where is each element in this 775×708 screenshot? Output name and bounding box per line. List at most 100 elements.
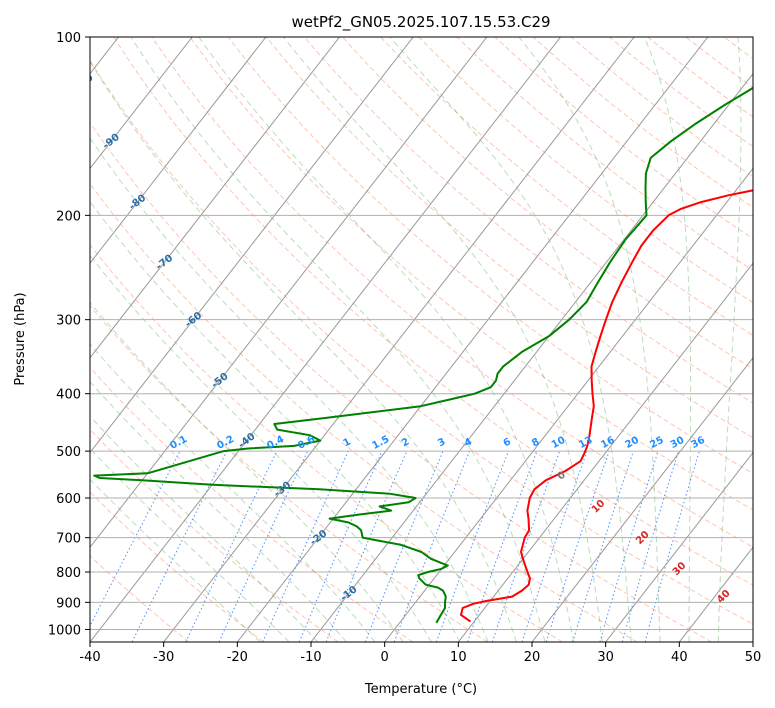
dry-adiabat: [227, 37, 753, 474]
dewpoint-line: [93, 86, 753, 624]
mixing-ratio-label: 6: [502, 436, 513, 449]
y-tick-label: 100: [56, 31, 81, 46]
moist-adiabat: [90, 478, 261, 642]
isotherm: [310, 72, 753, 642]
dry-adiabat: [303, 37, 753, 404]
dry-adiabat: [90, 121, 712, 642]
isotherm: [236, 37, 709, 642]
moist-adiabat: [644, 37, 692, 642]
x-tick-label: -10: [300, 650, 321, 665]
moist-adiabat: [283, 37, 603, 642]
mixing-ratio-line: [545, 450, 610, 642]
y-tick-label: 200: [56, 209, 81, 224]
x-tick-label: 40: [671, 650, 688, 665]
x-tick-label: 10: [450, 650, 467, 665]
x-tick-label: -30: [153, 650, 174, 665]
y-tick-label: 800: [56, 566, 81, 581]
moist-adiabat: [130, 37, 546, 642]
dry-adiabat: [265, 37, 753, 439]
mixing-ratio-label: 3: [436, 436, 447, 449]
mixing-ratio-label: 10: [550, 435, 567, 451]
dry-adiabat: [90, 305, 488, 642]
dry-adiabat: [90, 244, 563, 642]
moist-adiabat: [198, 37, 575, 642]
x-axis-label: Temperature (°C): [364, 682, 477, 697]
mixing-ratio-line: [644, 450, 700, 642]
moist-adiabat: [717, 37, 742, 642]
mixing-ratio-label: 0.4: [265, 434, 286, 452]
isotherm-label: -90: [101, 132, 122, 152]
moist-adiabat: [90, 301, 404, 642]
isotherm: [90, 37, 340, 359]
dry-adiabat: [151, 37, 753, 548]
moist-adiabat: [518, 37, 661, 642]
mixing-ratio-line: [572, 450, 634, 642]
isotherm-label: -80: [127, 193, 148, 213]
dry-adiabat: [90, 491, 264, 642]
moist-adiabat: [389, 37, 632, 642]
moist-adiabat-label: 30: [671, 560, 689, 578]
moist-adiabat: [90, 447, 290, 642]
dry-adiabat: [380, 37, 753, 337]
mixing-ratio-line: [218, 450, 309, 642]
y-tick-label: 700: [56, 532, 81, 547]
moist-adiabat: [90, 415, 319, 642]
grid: [90, 37, 753, 642]
x-tick-label: -40: [79, 650, 100, 665]
isotherm-label: -50: [210, 371, 231, 391]
mixing-ratio-label: 13: [577, 435, 594, 451]
mixing-ratio-label: 0.1: [168, 434, 189, 452]
x-tick-label: -20: [227, 650, 248, 665]
isotherm: [90, 37, 267, 264]
isotherm: [163, 37, 635, 642]
mixing-ratio-line: [467, 450, 538, 642]
mixing-ratio-line: [491, 450, 561, 642]
mixing-ratio-label: 4: [463, 436, 474, 449]
mixing-ratio-line: [364, 450, 444, 642]
dry-adiabat: [685, 37, 753, 89]
moist-adiabat: [90, 254, 432, 642]
moist-adiabat: [90, 60, 517, 642]
mixing-ratio-line: [262, 450, 349, 642]
mixing-ratio-line: [435, 450, 509, 642]
mixing-ratio-line: [621, 450, 680, 642]
axes: -40 -30 -20 -10 0 10 20 30 40 5010020030040050060…: [48, 31, 761, 665]
dry-adiabat: [342, 37, 753, 370]
series-layer: [93, 86, 753, 624]
background-lines: [90, 37, 775, 642]
moist-adiabat-label: 40: [715, 588, 733, 606]
isotherm-label: -70: [154, 253, 175, 273]
dry-adiabat: [532, 37, 753, 208]
isotherm: [90, 37, 414, 454]
dry-adiabat: [113, 37, 753, 586]
dry-adiabat: [570, 37, 753, 178]
chart-title: wetPf2_GN05.2025.107.15.53.C29: [291, 13, 550, 32]
dry-adiabat: [90, 182, 638, 642]
isotherm: [531, 357, 753, 642]
isotherm: [605, 451, 753, 642]
y-tick-label: 900: [56, 596, 81, 611]
mixing-ratio-line: [599, 450, 659, 642]
mixing-ratio-line: [521, 450, 588, 642]
dry-adiabat: [90, 555, 190, 642]
x-tick-label: 20: [524, 650, 541, 665]
y-tick-label: 600: [56, 492, 81, 507]
isotherm-label: -60: [183, 310, 204, 330]
mixing-ratio-label: 20: [624, 435, 641, 451]
mixing-ratio-label: 1: [341, 436, 352, 449]
dry-adiabat: [90, 366, 414, 642]
y-tick-label: 400: [56, 388, 81, 403]
x-tick-label: 50: [745, 650, 762, 665]
moist-adiabat: [90, 137, 489, 642]
isotherm: [457, 262, 753, 642]
y-tick-label: 500: [56, 445, 81, 460]
moist-adiabat: [90, 200, 461, 642]
dry-adiabat: [762, 37, 775, 642]
mixing-ratio-label: 16: [599, 435, 616, 451]
y-axis-label: Pressure (hPa): [13, 292, 28, 385]
mixing-ratio-label: 1.5: [370, 434, 391, 452]
isotherm: [90, 37, 488, 549]
x-tick-label: 30: [597, 650, 614, 665]
dry-adiabat: [456, 37, 753, 271]
